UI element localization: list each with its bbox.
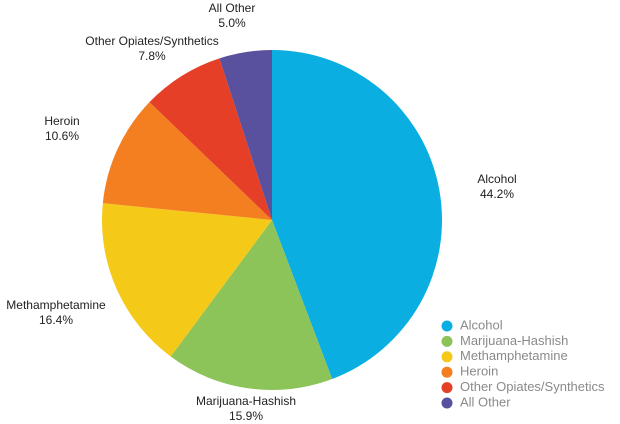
pie-slice [149,58,272,221]
legend-label: Other Opiates/Synthetics [460,379,605,394]
slice-label: Heroin [44,114,79,128]
legend-marker [441,397,453,409]
slice-label: Other Opiates/Synthetics [85,34,218,48]
slice-value-label: 10.6% [45,129,79,143]
slice-label: Methamphetamine [6,298,106,312]
pie-slice [102,102,272,220]
legend-marker [441,335,453,347]
slice-value-label: 7.8% [138,49,166,63]
legend-label: Alcohol [460,317,503,332]
legend-marker [441,382,453,394]
pie-slice [272,50,442,380]
legend-marker [441,351,453,363]
legend-label: Marijuana-Hashish [460,333,568,348]
slice-value-label: 16.4% [39,313,73,327]
pie-slice [219,50,272,220]
legend-label: Methamphetamine [460,348,568,363]
pie-slice [170,220,333,390]
slice-value-label: 44.2% [480,187,514,201]
pie-slice [102,203,272,357]
slice-value-label: 15.9% [229,409,263,423]
legend-label: Heroin [460,364,498,379]
legend-marker [441,366,453,378]
legend-label: All Other [460,394,511,409]
slice-label: All Other [209,1,256,15]
slice-value-label: 5.0% [218,16,246,30]
slice-label: Alcohol [477,172,516,186]
slice-label: Marijuana-Hashish [196,394,296,408]
legend-marker [441,320,453,332]
